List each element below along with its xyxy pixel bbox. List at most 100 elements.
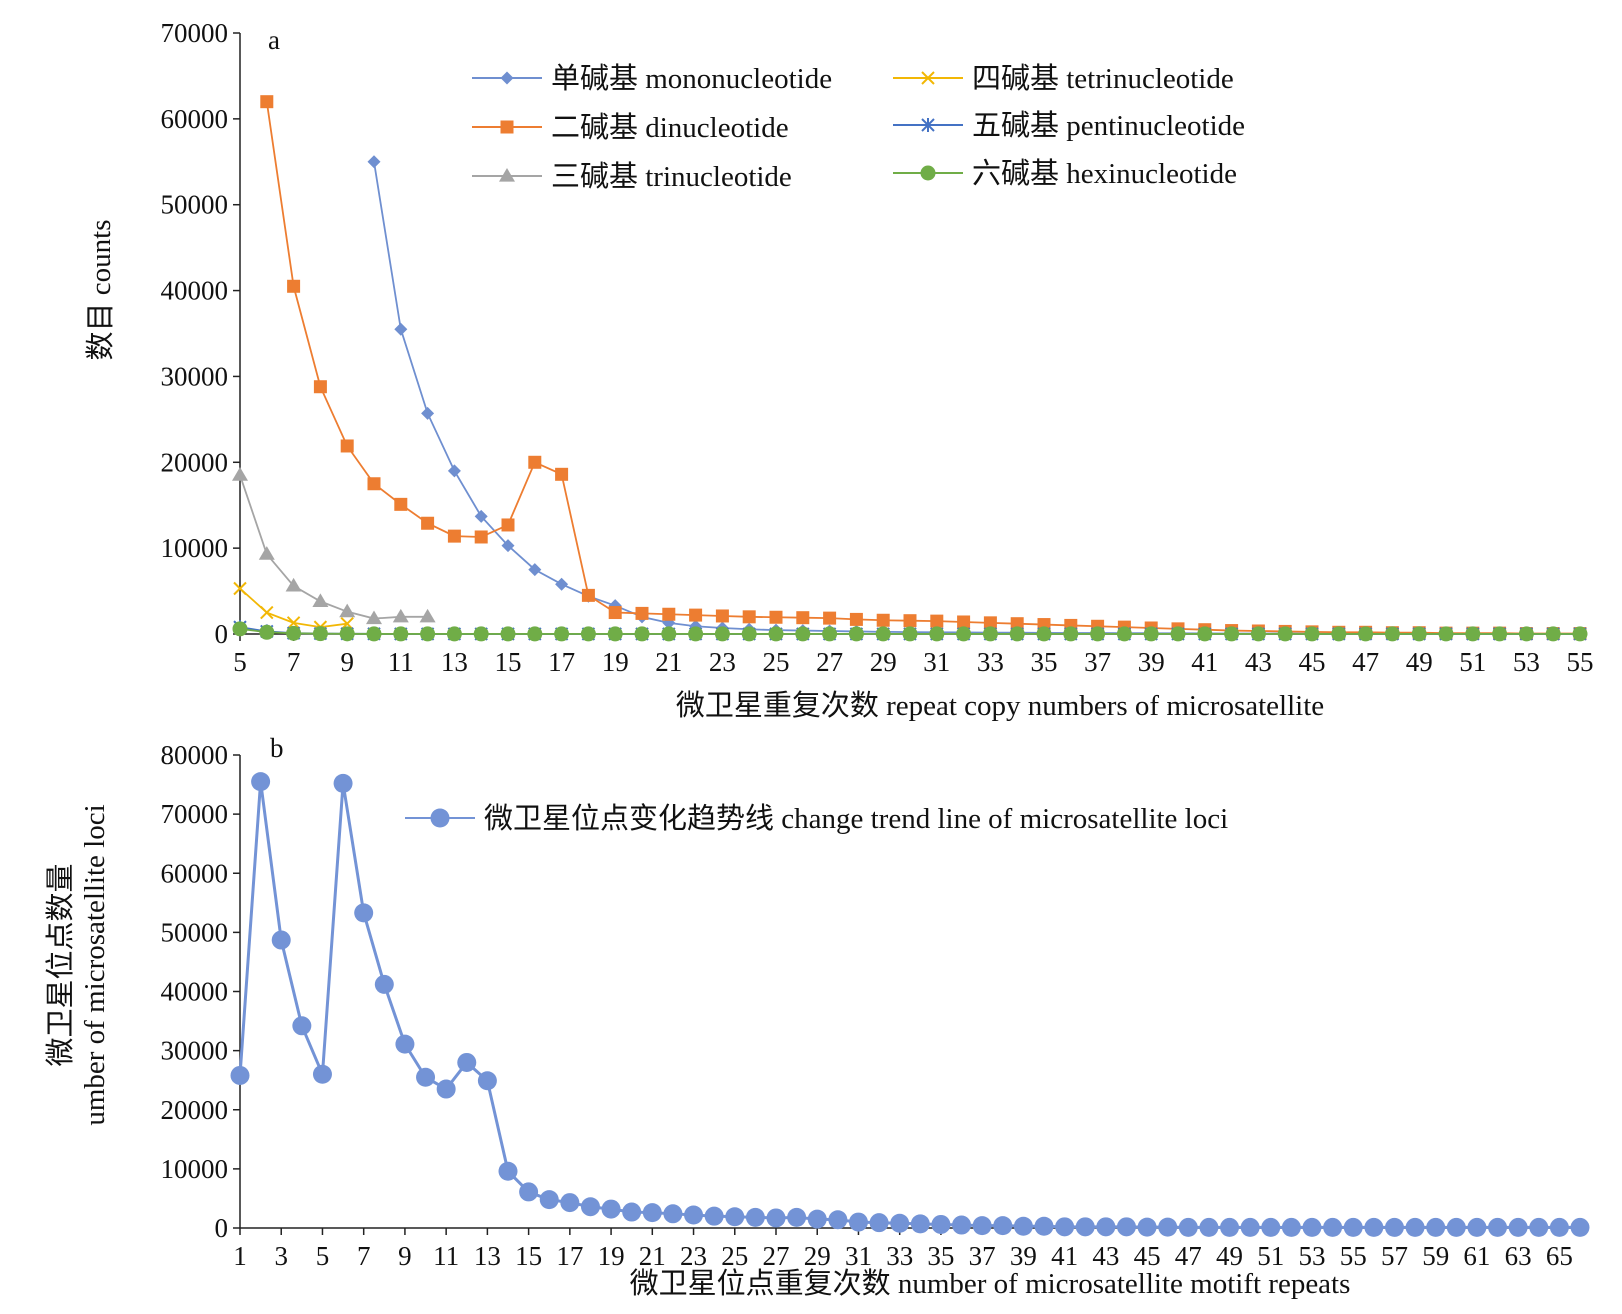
x-tick-label: 17	[548, 647, 575, 677]
x-tick-label: 7	[357, 1241, 371, 1271]
data-point	[903, 614, 917, 628]
data-point	[230, 1065, 250, 1085]
data-point	[952, 1215, 972, 1235]
data-point	[580, 626, 596, 642]
data-point	[769, 610, 783, 624]
data-point	[367, 155, 381, 169]
x-tick-label: 37	[969, 1241, 996, 1271]
data-point	[1116, 1217, 1136, 1237]
x-axis-label: 微卫星重复次数 repeat copy numbers of microsate…	[676, 689, 1324, 722]
data-point	[1010, 617, 1024, 631]
x-tick-label: 47	[1352, 647, 1379, 677]
data-point	[993, 1216, 1013, 1236]
data-point	[260, 605, 274, 620]
y-tick-label: 40000	[161, 276, 229, 306]
legend-swatch-marker	[430, 808, 450, 828]
x-tick-label: 35	[1031, 647, 1058, 677]
data-point	[271, 930, 291, 950]
data-point	[560, 1193, 580, 1213]
data-point	[688, 626, 704, 642]
legend-entry: 四碱基 tetrinucleotide	[893, 62, 1234, 95]
y-tick-label: 50000	[161, 190, 229, 220]
data-point	[930, 614, 944, 628]
data-point	[1277, 626, 1293, 642]
data-point	[446, 626, 462, 642]
data-point	[1158, 1217, 1178, 1237]
data-point	[1199, 1217, 1219, 1237]
series-line	[373, 161, 1580, 635]
data-point	[1446, 1217, 1466, 1237]
x-tick-label: 25	[721, 1241, 748, 1271]
y-tick-label: 80000	[161, 740, 229, 770]
data-point	[313, 380, 327, 394]
series-0	[230, 772, 1590, 1237]
data-point	[848, 626, 864, 642]
data-point	[972, 1216, 992, 1236]
data-point	[1518, 626, 1534, 642]
data-point	[1034, 1216, 1054, 1236]
data-point	[354, 903, 374, 923]
x-tick-label: 29	[870, 647, 897, 677]
data-point	[601, 1199, 621, 1219]
data-point	[1438, 626, 1454, 642]
y-tick-label: 70000	[161, 18, 229, 48]
data-point	[848, 1212, 868, 1232]
x-tick-label: 23	[680, 1241, 707, 1271]
data-point	[392, 608, 409, 623]
data-point	[768, 626, 784, 642]
x-tick-label: 31	[923, 647, 950, 677]
legend-label: 单碱基 mononucleotide	[551, 62, 832, 95]
data-point	[1224, 626, 1240, 642]
y-tick-label: 10000	[161, 533, 229, 563]
data-point	[1009, 626, 1025, 642]
data-point	[1013, 1216, 1033, 1236]
data-point	[634, 626, 650, 642]
data-point	[662, 607, 676, 621]
data-point	[1281, 1217, 1301, 1237]
data-point	[1323, 1217, 1343, 1237]
data-point	[1055, 1217, 1075, 1237]
data-point	[286, 616, 301, 630]
data-point	[1036, 626, 1052, 642]
data-point	[1572, 626, 1588, 642]
x-tick-label: 61	[1463, 1241, 1490, 1271]
x-tick-label: 15	[495, 647, 522, 677]
y-tick-label: 20000	[161, 447, 229, 477]
series-line	[265, 101, 1580, 635]
data-point	[796, 611, 810, 625]
data-point	[1364, 1217, 1384, 1237]
data-point	[1250, 626, 1266, 642]
data-point	[1411, 626, 1427, 642]
x-tick-label: 9	[398, 1241, 412, 1271]
legend-swatch-marker	[499, 168, 515, 182]
data-point	[232, 467, 248, 481]
data-point	[607, 626, 623, 642]
x-tick-label: 43	[1092, 1241, 1119, 1271]
data-point	[1508, 1217, 1528, 1237]
data-point	[498, 1161, 518, 1181]
data-point	[312, 626, 328, 642]
data-point	[725, 1207, 745, 1227]
data-point	[339, 626, 355, 642]
y-tick-label: 0	[215, 1213, 229, 1243]
data-point	[1178, 1217, 1198, 1237]
y-tick-label: 30000	[161, 1036, 229, 1066]
data-point	[340, 439, 354, 453]
y-tick-label: 30000	[161, 361, 229, 391]
data-point	[232, 621, 248, 637]
data-point	[983, 616, 997, 630]
x-tick-label: 39	[1138, 647, 1165, 677]
data-point	[527, 626, 543, 642]
data-point	[902, 626, 918, 642]
panel-a-letter: a	[268, 25, 280, 55]
x-axis-label: 微卫星位点重复次数 number of microsatellite motif…	[630, 1267, 1351, 1300]
data-point	[876, 613, 890, 627]
data-point	[474, 509, 488, 523]
legend-entry: 六碱基 hexinucleotide	[893, 157, 1237, 190]
x-tick-label: 21	[639, 1241, 666, 1271]
x-tick-label: 11	[433, 1241, 459, 1271]
legend-entry: 单碱基 mononucleotide	[472, 62, 832, 95]
data-point	[473, 626, 489, 642]
data-point	[1304, 626, 1320, 642]
